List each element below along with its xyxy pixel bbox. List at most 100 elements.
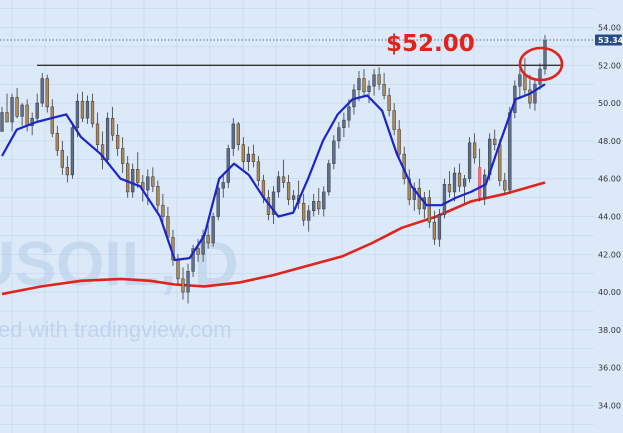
candle (90, 93, 95, 128)
candle-body (146, 176, 150, 191)
y-tick-label: 40.00 (598, 288, 621, 297)
candle (196, 239, 200, 262)
candle (236, 122, 240, 151)
source-watermark: ed with tradingview.com (0, 317, 232, 342)
candle-body (25, 104, 29, 127)
candle-body (327, 163, 331, 193)
y-tick-label: 48.00 (598, 137, 621, 146)
candle (216, 182, 220, 221)
candle (100, 131, 105, 170)
candle-body (493, 138, 497, 145)
candle (312, 193, 316, 217)
candle-body (462, 178, 467, 187)
candle-body (498, 144, 502, 181)
candle (95, 112, 100, 151)
candle (246, 146, 250, 172)
candle (286, 174, 291, 206)
last-price-label: 53.34 (598, 36, 623, 45)
candle-body (312, 201, 316, 212)
candle (317, 188, 321, 215)
y-tick-label: 38.00 (598, 326, 621, 335)
candle-body (90, 100, 95, 125)
candle-body (116, 134, 120, 149)
candle (15, 87, 19, 119)
candle-body (80, 100, 85, 119)
candle-body (362, 78, 366, 93)
candle (256, 156, 261, 187)
candle-body (131, 169, 135, 193)
candle (211, 212, 215, 247)
candle-body (35, 102, 39, 119)
candle (221, 174, 225, 198)
candle-body (427, 197, 431, 223)
candle (65, 156, 69, 183)
candle-body (543, 40, 547, 70)
candle (5, 93, 9, 123)
candle-body (538, 68, 542, 85)
resistance-annotation: $52.00 (386, 31, 475, 57)
candle-body (95, 123, 100, 145)
y-tick-label: 42.00 (598, 250, 621, 259)
candle-body (121, 148, 125, 164)
candle-body (342, 119, 346, 128)
candle (161, 193, 165, 225)
candle (55, 125, 59, 157)
candle-body (110, 117, 115, 136)
candle (70, 122, 75, 179)
candle (281, 159, 286, 189)
candle-body (206, 235, 210, 244)
candle (226, 144, 230, 189)
candle-body (211, 216, 215, 244)
candle-body (387, 95, 391, 111)
candle-body (317, 201, 321, 210)
candles (0, 35, 547, 304)
candle-body (181, 278, 185, 293)
ma-fast-line (1, 83, 546, 262)
candle (528, 74, 532, 109)
candle-body (161, 204, 165, 217)
candle (357, 70, 361, 102)
candle (367, 80, 371, 104)
candle (20, 103, 24, 126)
y-axis-background (594, 0, 623, 433)
candle-body (467, 142, 472, 179)
candle-body (100, 144, 105, 161)
candle-body (302, 203, 306, 221)
y-tick-label: 52.00 (598, 61, 621, 70)
y-tick-label: 44.00 (598, 213, 621, 222)
candle-body (246, 153, 250, 162)
candle-body (105, 117, 110, 161)
candle-body (216, 187, 220, 217)
candle-body (221, 182, 225, 189)
candle (392, 103, 396, 136)
candle (362, 69, 366, 98)
candle-body (437, 214, 442, 240)
y-tick-label: 34.00 (598, 402, 621, 411)
candle (10, 93, 14, 132)
candle (472, 133, 477, 164)
candle (427, 190, 431, 228)
candle-body (347, 106, 351, 121)
candle-body (276, 176, 281, 193)
candle-body (10, 97, 14, 123)
candle-body (126, 163, 130, 193)
candle (156, 180, 160, 211)
candle (307, 205, 311, 232)
candle (131, 163, 135, 198)
candle (437, 208, 442, 247)
candle-body (271, 191, 276, 215)
candle-body (523, 74, 527, 91)
candle-body (136, 169, 140, 183)
breakout-circle (518, 46, 564, 82)
candle (503, 173, 507, 194)
candle (452, 167, 457, 202)
y-tick-label: 54.00 (598, 24, 621, 33)
candle (462, 174, 467, 204)
candle-body (85, 100, 90, 119)
candle (45, 74, 49, 113)
candle-body (307, 210, 311, 221)
candle (136, 152, 140, 189)
candle (85, 95, 90, 124)
candle (151, 167, 155, 192)
candle-body (0, 112, 4, 132)
